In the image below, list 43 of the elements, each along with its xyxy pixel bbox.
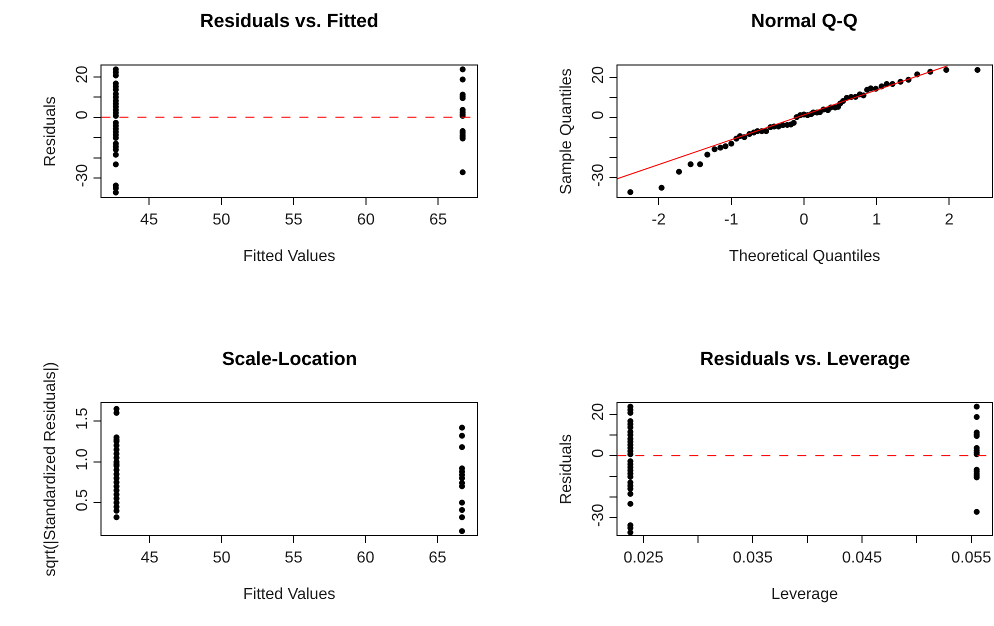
y-tick-label: 1.0	[74, 448, 91, 471]
y-axis-title: Residuals	[558, 434, 575, 504]
y-axis-title: Residuals	[42, 96, 59, 167]
y-tick-label: -30	[590, 164, 607, 187]
x-tick-label: 60	[356, 549, 375, 566]
x-tick-label: 45	[140, 211, 158, 228]
x-axis-title: Fitted Values	[243, 586, 336, 604]
x-tick-label: -1	[724, 211, 739, 228]
x-tick-label: 2	[944, 211, 954, 228]
x-tick-label: 0.055	[951, 549, 992, 566]
x-tick-label: 0.025	[623, 549, 664, 566]
x-tick-label: 55	[284, 211, 303, 228]
chart-title: Normal Q-Q	[751, 11, 858, 32]
y-tick-label: -30	[590, 504, 607, 527]
y-axis-title: sqrt(|Standardized Residuals|)	[42, 362, 59, 577]
x-tick-label: 50	[212, 549, 231, 566]
x-tick-label: 50	[212, 211, 230, 228]
x-tick-label: 0.045	[842, 549, 882, 566]
chart-title: Scale-Location	[222, 349, 358, 370]
y-tick-label: 20	[590, 66, 607, 84]
y-tick-label: -30	[74, 164, 91, 188]
x-axis-title: Leverage	[771, 586, 838, 604]
x-tick-label: 45	[140, 549, 159, 566]
y-tick-label: 20	[74, 65, 91, 84]
chart-title: Residuals vs. Fitted	[200, 11, 378, 32]
x-axis-title: Theoretical Quantiles	[729, 248, 880, 266]
x-tick-label: 60	[356, 211, 375, 228]
x-tick-label: 0	[799, 211, 808, 228]
x-tick-label: 65	[428, 549, 447, 566]
x-axis-title: Fitted Values	[243, 248, 336, 266]
y-tick-label: 20	[590, 402, 607, 421]
y-tick-label: 0	[74, 110, 91, 120]
x-tick-label: 0.035	[732, 549, 773, 566]
x-tick-label: 1	[872, 211, 882, 228]
y-tick-label: 1.5	[74, 407, 91, 430]
x-tick-label: 65	[429, 211, 448, 228]
y-tick-label: 0	[590, 448, 607, 458]
x-tick-label: 55	[284, 549, 303, 566]
x-tick-label: -2	[652, 211, 666, 228]
y-axis-title: Sample Quantiles	[558, 68, 575, 195]
chart-title: Residuals vs. Leverage	[700, 349, 910, 370]
y-tick-label: 0	[590, 110, 607, 120]
y-tick-label: 0.5	[74, 488, 91, 512]
